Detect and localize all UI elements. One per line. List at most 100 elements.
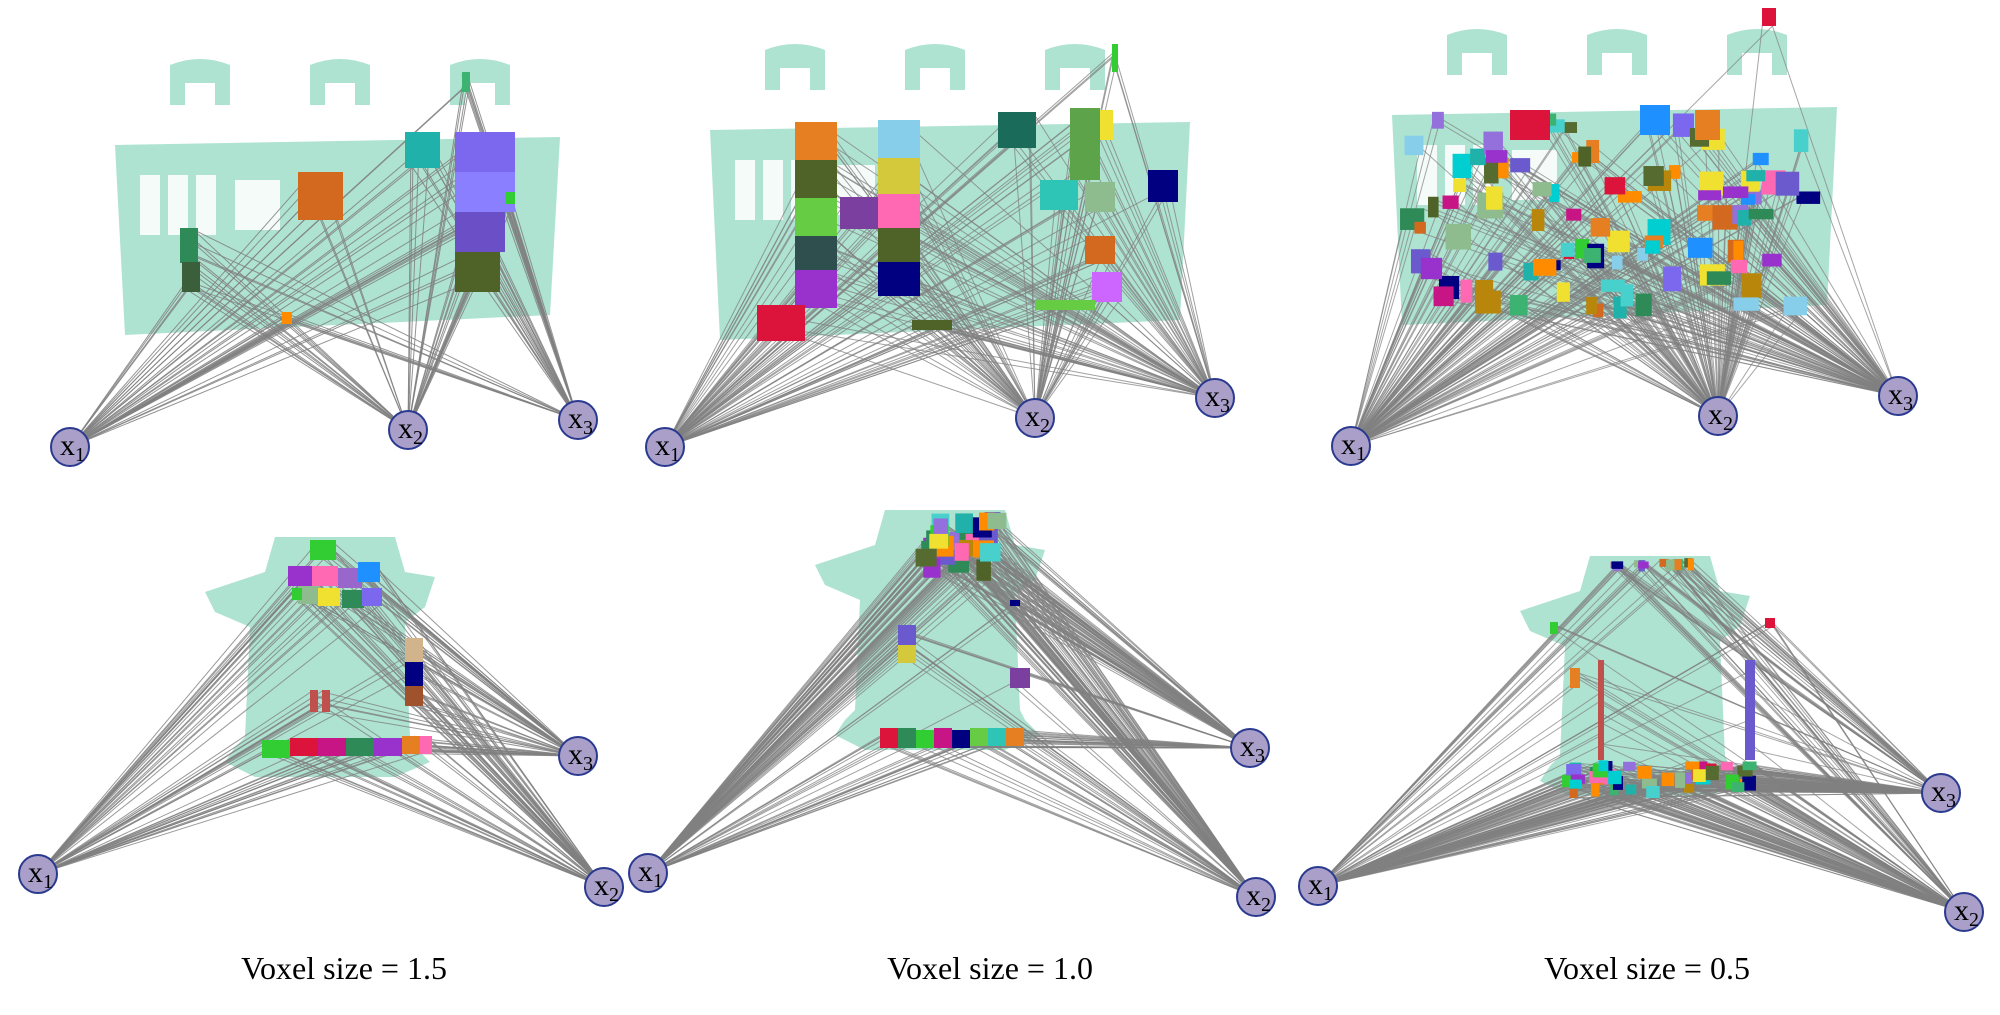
correspondence-edge [1773, 623, 1942, 794]
segment-patch [1532, 182, 1552, 197]
correspondence-edge [505, 200, 579, 421]
segment-patch [1486, 186, 1503, 210]
correspondence-edge [1317, 626, 1772, 887]
segment-patch [505, 192, 515, 204]
correspondence-edge [647, 572, 934, 874]
segment-patch [915, 548, 937, 567]
correspondence-edge [647, 730, 1007, 874]
correspondence-edge [987, 552, 1257, 898]
segment-patch [1620, 284, 1634, 307]
correspondence-edge [647, 547, 973, 874]
correspondence-edge [647, 678, 1022, 874]
correspondence-edge [647, 560, 990, 874]
correspondence-edge [37, 600, 314, 875]
correspondence-edge [185, 252, 579, 421]
correspondence-edge [1708, 132, 1899, 397]
segment-patch [1695, 110, 1720, 140]
dormer [1045, 44, 1105, 90]
correspondence-edge [407, 155, 412, 431]
correspondence-edge [365, 571, 605, 888]
node-label: x [1931, 775, 1946, 808]
correspondence-edge [647, 744, 983, 874]
correspondence-edge [1350, 249, 1575, 447]
correspondence-edge [181, 227, 409, 431]
correspondence-edge [1645, 773, 1965, 913]
correspondence-edge [664, 319, 925, 448]
correspondence-edge [1085, 108, 1216, 399]
correspondence-edge [313, 695, 579, 757]
correspondence-edge [1679, 780, 1965, 913]
correspondence-edge [37, 690, 323, 875]
correspondence-edge [1094, 152, 1216, 399]
correspondence-edge [1158, 187, 1216, 399]
correspondence-edge [647, 576, 986, 874]
patches-panel-5 [880, 512, 1030, 748]
segment-patch [1085, 236, 1115, 264]
dormer [310, 59, 370, 105]
correspondence-edge [647, 521, 968, 874]
segment-patch [1638, 561, 1649, 569]
correspondence-edge [950, 533, 1257, 898]
segment-patch [374, 738, 402, 756]
segment-patch [1591, 783, 1600, 797]
correspondence-edge [69, 272, 461, 448]
correspondence-edge [664, 207, 1101, 448]
correspondence-edge [37, 754, 334, 875]
correspondence-edge [1350, 117, 1435, 447]
correspondence-edge [647, 531, 955, 874]
correspondence-edge [37, 741, 324, 875]
segment-patch [405, 132, 440, 168]
segment-patch [1645, 240, 1661, 254]
correspondence-edge [1317, 774, 1619, 887]
segment-patch [362, 588, 382, 606]
correspondence-edge [1614, 186, 1719, 417]
correspondence-edge [916, 746, 1251, 749]
correspondence-edge [1766, 9, 1899, 397]
correspondence-edge [37, 749, 432, 875]
correspondence-edge [647, 741, 942, 874]
segment-patch [1483, 131, 1503, 155]
segment-patch [1742, 775, 1756, 791]
segment-patch [310, 690, 318, 712]
node-circle [1195, 378, 1235, 418]
correspondence-edge [1744, 194, 1899, 397]
segment-patch [878, 194, 920, 232]
segment-patch [312, 566, 338, 586]
segment-patch [1578, 146, 1592, 167]
segment-patch [298, 586, 320, 604]
segment-patch [1733, 240, 1744, 267]
correspondence-edge [425, 736, 605, 888]
correspondence-edge [37, 597, 337, 875]
correspondence-edge [1665, 563, 1942, 794]
segment-patch [405, 638, 423, 662]
correspondence-edge [664, 300, 1038, 448]
caption-voxel-1-0: Voxel size = 1.0 [887, 950, 1093, 986]
correspondence-edge [287, 754, 605, 888]
correspondence-edge [1103, 194, 1216, 399]
correspondence-edge [796, 275, 1216, 399]
correspondence-edge [1350, 115, 1442, 447]
node-subscript: 2 [1969, 909, 1979, 931]
correspondence-edge [1488, 301, 1719, 417]
correspondence-edge [299, 573, 605, 888]
correspondence-edge [69, 182, 344, 448]
segment-patch [1672, 559, 1682, 571]
segment-patch [795, 198, 837, 236]
correspondence-edge [1422, 149, 1719, 417]
correspondence-edge [337, 592, 605, 888]
window [168, 175, 188, 235]
segment-patch [1720, 761, 1733, 771]
correspondence-edge [1595, 313, 1719, 417]
correspondence-edge [1747, 741, 1965, 913]
segment-patch [1428, 196, 1439, 218]
correspondence-edge [647, 729, 901, 874]
correspondence-edge [1616, 564, 1942, 794]
segment-patch [290, 738, 318, 756]
window [1417, 145, 1437, 205]
correspondence-edge [907, 644, 1257, 898]
segment-patch [1556, 282, 1570, 302]
segment-patch [987, 512, 1007, 529]
segment-patch [1548, 184, 1560, 202]
